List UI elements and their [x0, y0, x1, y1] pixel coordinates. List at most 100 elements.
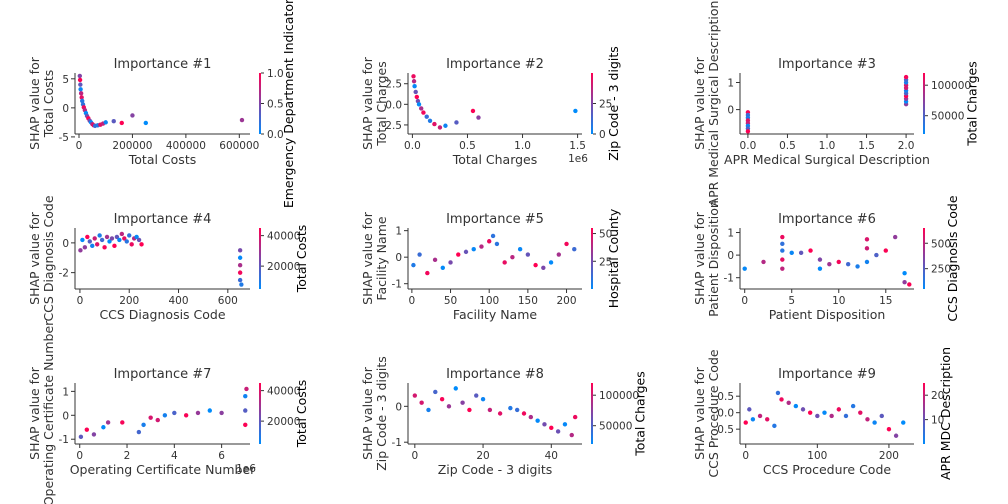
data-point: [780, 266, 785, 271]
colorbar-label: Total Costs: [294, 225, 309, 293]
y-tick-label: 1: [727, 228, 734, 240]
y-tick-label: 0.5: [717, 391, 734, 403]
y-axis-label: CCS Diagnosis Code: [41, 195, 56, 321]
data-point: [815, 413, 820, 419]
data-point: [892, 234, 898, 240]
x-tick-label: 1.5: [569, 140, 586, 152]
y-tick-label: -5: [59, 132, 69, 144]
x-tick-label: 200: [119, 295, 139, 307]
data-point: [78, 434, 84, 440]
colorbar-tick-label: 20000: [267, 416, 300, 428]
x-tick-label: 10: [832, 295, 845, 307]
data-point: [129, 242, 134, 247]
data-point: [494, 241, 500, 247]
data-point: [122, 236, 127, 241]
data-point: [412, 393, 418, 398]
x-tick-label: 200000: [112, 140, 152, 152]
data-point: [433, 389, 438, 395]
data-point: [521, 411, 527, 416]
data-point: [845, 261, 851, 267]
data-point: [162, 413, 168, 418]
data-point: [411, 74, 416, 79]
colorbar-tick-label: 100000: [931, 80, 971, 92]
colorbar-tick-label: 40000: [267, 231, 300, 243]
data-point: [97, 233, 102, 238]
y-tick-label: 0: [62, 103, 69, 115]
data-point: [141, 422, 146, 428]
colorbar-tick-label: 25: [599, 99, 612, 111]
data-point: [239, 282, 244, 287]
y-axis-label: APR Medical Surgical Description: [706, 1, 721, 207]
panel-title: Importance #2: [446, 57, 544, 72]
colorbar: [591, 228, 593, 289]
data-point: [879, 413, 884, 419]
data-point: [528, 414, 534, 420]
data-point: [127, 233, 132, 238]
x-axis-label: Facility Name: [453, 307, 537, 322]
data-point: [417, 252, 422, 257]
data-point: [130, 113, 135, 118]
panel-6: Importance #6 0 5 10 15 -1 0 1 Patient Dispositi…: [692, 195, 960, 322]
x-tick-label: 0: [742, 450, 749, 462]
data-point: [143, 120, 149, 126]
data-point: [807, 410, 813, 415]
x-tick-label: 400000: [166, 140, 206, 152]
colorbar: [591, 383, 593, 444]
data-point: [470, 108, 476, 114]
data-point: [780, 248, 785, 253]
data-point: [117, 237, 122, 243]
data-point: [817, 257, 823, 262]
y-tick-label: -0.5: [714, 424, 735, 436]
data-point: [456, 252, 461, 257]
x-tick-label: 0.5: [459, 140, 476, 152]
data-point: [426, 407, 431, 413]
colorbar-tick-label: 50000: [599, 421, 632, 433]
y-axis-label: Total Costs: [41, 70, 56, 138]
data-point: [103, 120, 108, 125]
x-tick-label: 1.0: [514, 140, 531, 152]
x-tick-label: 15: [879, 295, 892, 307]
data-point: [487, 407, 493, 413]
panel-title: Importance #1: [114, 57, 212, 72]
data-point: [893, 433, 899, 438]
x-tick-label: 150: [518, 295, 538, 307]
y-tick-label: -2.5: [382, 120, 403, 132]
x-tick-label: 0: [76, 450, 83, 462]
data-point: [479, 244, 484, 249]
colorbar: [591, 73, 593, 134]
data-point: [105, 420, 111, 425]
data-point: [195, 410, 201, 416]
data-point: [111, 119, 116, 124]
data-point: [487, 239, 492, 244]
y-axis-label: SHAP value for: [692, 366, 707, 460]
panel-title: Importance #6: [778, 212, 876, 227]
colorbar-tick-label: 0.5: [267, 99, 284, 111]
data-point: [91, 432, 97, 437]
data-point: [843, 413, 849, 419]
data-point: [780, 234, 785, 240]
data-point: [798, 250, 804, 256]
data-point: [77, 73, 83, 79]
colorbar-label: CCS Diagnosis Code: [945, 195, 960, 321]
colorbar-label: Total Costs: [294, 380, 309, 448]
data-point: [78, 82, 83, 87]
panel-title: Importance #4: [114, 212, 212, 227]
y-tick-label: -1: [392, 437, 402, 449]
x-tick-label: 100: [807, 450, 827, 462]
data-point: [419, 400, 424, 405]
data-point: [556, 252, 561, 257]
panel-5: Importance #5 0 50 100 150 200 -1 0 1 Facility Na…: [360, 208, 621, 322]
data-point: [883, 248, 888, 253]
y-axis-label: SHAP value for: [360, 211, 375, 305]
data-point: [490, 233, 496, 239]
colorbar-tick-label: 20: [931, 390, 944, 402]
y-axis-label: CCS Procedure Code: [706, 349, 721, 477]
data-point: [772, 423, 777, 429]
data-point: [432, 257, 438, 263]
data-point: [109, 236, 115, 241]
data-point: [855, 264, 860, 269]
data-point: [440, 265, 445, 270]
data-point: [864, 246, 870, 251]
